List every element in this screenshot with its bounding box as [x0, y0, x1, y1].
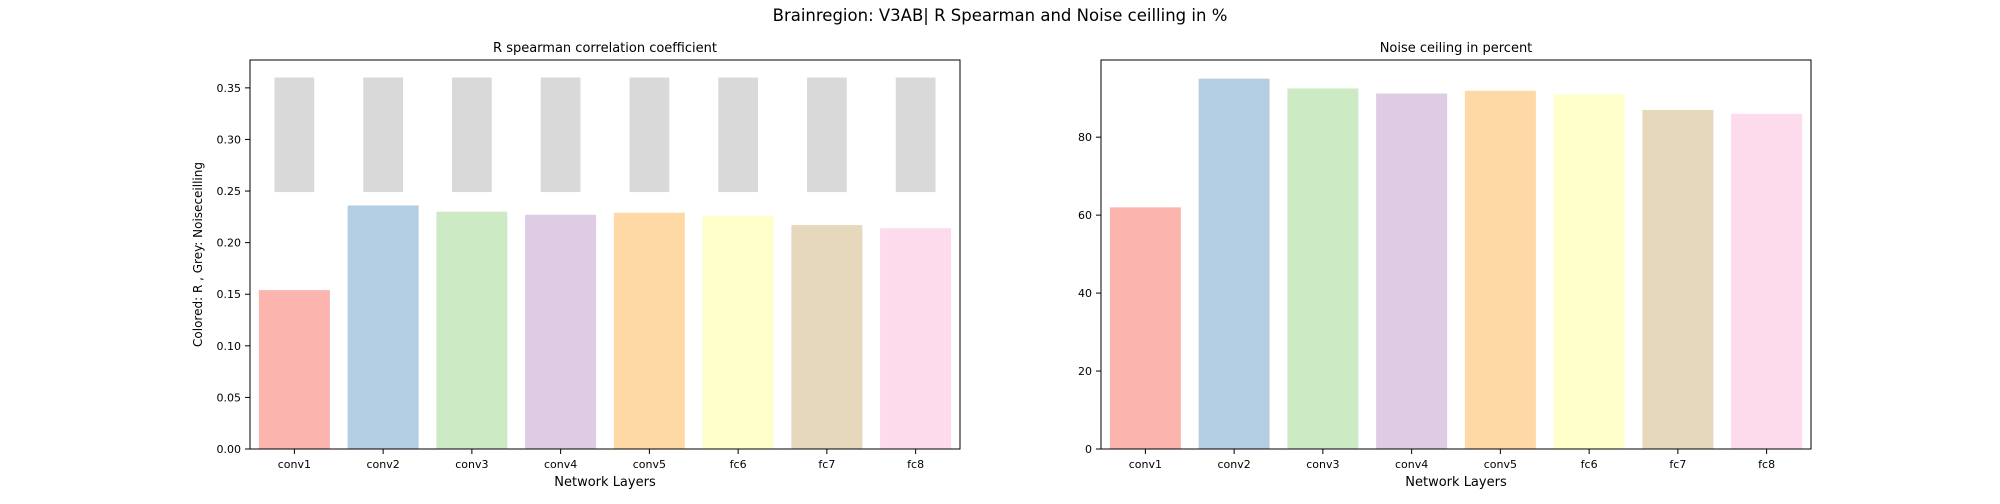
bar	[525, 214, 597, 449]
noise-ceiling-bar	[895, 77, 936, 193]
x-tick-label: fc8	[907, 458, 924, 471]
chart-title: R spearman correlation coefficient	[493, 41, 717, 56]
y-axis-label: Colored: R , Grey: Noiseceilling	[191, 162, 205, 347]
bar	[880, 228, 952, 449]
y-tick-label: 0.35	[217, 82, 242, 95]
x-tick-label: fc7	[1669, 458, 1686, 471]
y-tick-label: 0	[1085, 443, 1092, 456]
x-tick-label: fc6	[730, 458, 747, 471]
axes-frame	[249, 59, 961, 450]
y-tick-label: 0.15	[217, 288, 242, 301]
x-tick-label: conv1	[278, 458, 311, 471]
y-tick-label: 0.00	[217, 443, 242, 456]
chart-panel-2: 0 20 40 60 80 conv1 conv2 conv3 conv4 conv5 fc6 fc7…	[1078, 41, 1812, 490]
x-tick-label: conv1	[1129, 458, 1162, 471]
noise-ceiling-bar	[718, 77, 759, 193]
noise-ceiling-bar	[451, 77, 492, 193]
chart-panel-1: 0.00 0.05 0.10 0.15 0.20 0.25 0.30 0.35 conv1 con…	[191, 41, 961, 490]
x-tick-label: conv4	[544, 458, 577, 471]
y-tick-label: 0.25	[217, 185, 242, 198]
y-tick-label: 0.05	[217, 391, 242, 404]
figure-title: Brainregion: V3AB| R Spearman and Noise …	[772, 6, 1228, 25]
bar	[1287, 88, 1359, 449]
x-tick-label: conv2	[366, 458, 399, 471]
x-tick-label: conv3	[455, 458, 488, 471]
noise-ceiling-bar	[806, 77, 847, 193]
y-tick-label: 0.20	[217, 237, 242, 250]
x-tick-label: conv5	[1484, 458, 1517, 471]
x-tick-label: fc8	[1758, 458, 1775, 471]
bar	[1553, 94, 1625, 449]
noise-ceiling-bar	[540, 77, 581, 193]
bar	[258, 290, 330, 449]
bar	[1642, 109, 1714, 449]
chart-title: Noise ceiling in percent	[1380, 41, 1533, 56]
bar	[791, 225, 863, 449]
y-tick-label: 0.30	[217, 133, 242, 146]
x-tick-label: conv4	[1395, 458, 1428, 471]
bar	[1109, 207, 1181, 449]
bar	[613, 212, 685, 449]
bar	[1464, 90, 1536, 449]
bar	[1376, 93, 1448, 449]
axes-frame	[1100, 59, 1812, 450]
x-tick-label: conv5	[633, 458, 666, 471]
x-tick-label: fc6	[1581, 458, 1598, 471]
noise-ceiling-bar	[363, 77, 404, 193]
y-tick-label: 20	[1078, 365, 1092, 378]
x-axis-label: Network Layers	[554, 475, 656, 490]
x-tick-label: conv2	[1217, 458, 1250, 471]
x-axis-label: Network Layers	[1405, 475, 1507, 490]
y-tick-label: 80	[1078, 131, 1092, 144]
x-tick-label: fc7	[818, 458, 835, 471]
noise-ceiling-bar	[629, 77, 670, 193]
bar	[1731, 113, 1803, 449]
y-tick-label: 0.10	[217, 340, 242, 353]
bar	[702, 215, 774, 449]
noise-ceiling-bar	[274, 77, 315, 193]
x-tick-label: conv3	[1306, 458, 1339, 471]
y-tick-label: 40	[1078, 287, 1092, 300]
bar	[1198, 78, 1270, 450]
y-tick-label: 60	[1078, 209, 1092, 222]
bar	[436, 211, 508, 449]
bar	[347, 205, 419, 449]
